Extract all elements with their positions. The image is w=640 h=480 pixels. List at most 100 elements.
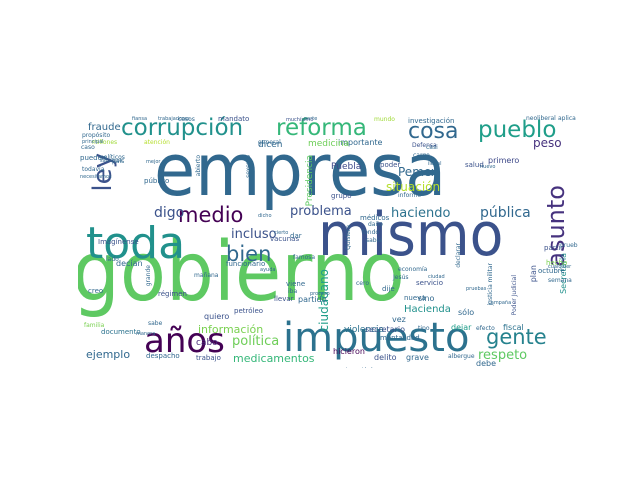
word: justicia militar: [487, 263, 494, 306]
word: prueba: [560, 242, 578, 249]
word: sabemos: [100, 158, 123, 164]
word: neoliberal: [526, 115, 556, 122]
word: ilegal: [428, 161, 442, 167]
word: cero: [356, 280, 369, 287]
word: Imagínense: [98, 238, 139, 246]
word: muchísimo: [286, 117, 314, 123]
word: fiansa: [132, 116, 148, 122]
word: situación: [386, 180, 441, 194]
word: sexenio: [245, 155, 252, 178]
word: cabo: [196, 338, 218, 348]
word: atención: [144, 139, 170, 146]
word: campaña: [488, 300, 512, 306]
word: peso: [533, 136, 562, 150]
word: familia: [84, 322, 105, 329]
word: primero: [488, 156, 520, 165]
word: manera: [136, 331, 156, 337]
word: bien: [226, 242, 272, 266]
word: hicieron: [333, 347, 365, 356]
word: nueva: [404, 294, 426, 302]
word: Puebla: [331, 162, 362, 172]
word: medio: [178, 203, 244, 227]
word: Defensa: [412, 142, 437, 149]
word: dar: [290, 232, 302, 240]
word: decían: [116, 259, 143, 268]
word: médicos: [360, 214, 390, 222]
word: investigación: [408, 117, 455, 125]
word: general: [258, 139, 281, 146]
word: pueden: [80, 154, 107, 162]
word: salud: [465, 161, 484, 169]
word-cloud: empresa gobierno mismo toda impuesto año…: [78, 115, 578, 368]
word: semana: [548, 277, 572, 284]
word: gobierno: [78, 225, 405, 320]
word: vacunas: [270, 235, 300, 243]
word: partir: [544, 244, 564, 252]
word: política: [232, 334, 280, 349]
word: medicamentos: [233, 352, 315, 365]
word: fiscal: [503, 323, 524, 332]
word: caso: [81, 144, 95, 151]
word: iba: [288, 288, 298, 295]
word: tipo: [418, 325, 430, 332]
word: país: [112, 158, 125, 165]
word: parte: [304, 116, 318, 122]
word: servicio: [416, 279, 443, 287]
word: partido: [298, 295, 327, 304]
word: pública: [480, 205, 531, 221]
word: haciendo: [391, 206, 451, 221]
word: Presidencia: [305, 155, 315, 207]
word: cosa: [408, 119, 459, 144]
word: grupo: [331, 192, 352, 200]
word: todavía: [82, 166, 105, 173]
word: sino: [418, 294, 435, 303]
word: funcionario: [226, 260, 266, 268]
word: grave: [406, 353, 429, 362]
word: toda: [86, 218, 186, 269]
word: público: [144, 177, 170, 185]
word: principal: [82, 139, 104, 145]
word: millones: [92, 139, 118, 146]
word: información: [198, 323, 264, 336]
word: años: [144, 321, 225, 361]
word: casos: [178, 116, 195, 123]
word: mentalidad: [380, 334, 420, 342]
word: respeto: [478, 348, 528, 363]
word: fondo: [362, 229, 380, 236]
word: problema: [290, 204, 352, 219]
word: ayuda: [260, 267, 276, 273]
word: aplica: [558, 115, 576, 122]
word: hecho: [546, 259, 568, 267]
word: secretario: [365, 325, 405, 334]
word: declarar: [455, 243, 462, 268]
word: sólo: [458, 308, 475, 317]
word: proceso: [310, 291, 330, 297]
word: abierto: [195, 155, 202, 177]
word: economía: [398, 266, 428, 273]
word: pueblo: [478, 117, 557, 143]
word: mañana: [194, 272, 219, 279]
word: medicina: [308, 139, 350, 149]
word: poder: [380, 161, 401, 169]
word: reforma: [276, 115, 367, 141]
word: propósito: [82, 132, 111, 139]
word: ciudad: [428, 274, 445, 280]
word: nuevo: [480, 164, 496, 170]
word: cierto: [274, 230, 289, 236]
word: trabajadores: [158, 116, 190, 122]
word: Hacienda: [404, 304, 451, 315]
word: informe: [398, 192, 422, 199]
word: incluso: [231, 227, 277, 242]
word: régimen: [158, 290, 187, 298]
word: políticos: [100, 154, 125, 161]
word: empresa: [154, 128, 447, 212]
word: creo: [88, 287, 104, 295]
word: efecto: [476, 325, 495, 332]
word: petróleo: [234, 307, 264, 315]
word: despacho: [146, 352, 180, 360]
word: octubre: [538, 267, 565, 275]
word: Pemex: [398, 165, 439, 179]
word: mejor: [146, 159, 161, 165]
word: digo: [154, 205, 185, 221]
word: delito: [374, 353, 397, 362]
